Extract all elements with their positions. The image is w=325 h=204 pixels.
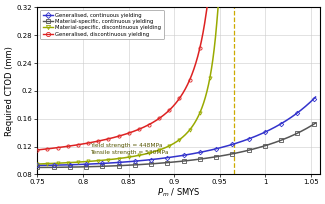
Y-axis label: Required CTOD (mm): Required CTOD (mm) — [5, 46, 14, 136]
Text: Yield strength = 448MPa
Tensile strength = 530MPa: Yield strength = 448MPa Tensile strength… — [90, 143, 169, 155]
X-axis label: $P_m$ / SMYS: $P_m$ / SMYS — [157, 187, 201, 199]
Legend: Generalised, continuous yielding, Material-specific, continuous yielding, Materi: Generalised, continuous yielding, Materi… — [40, 10, 164, 39]
